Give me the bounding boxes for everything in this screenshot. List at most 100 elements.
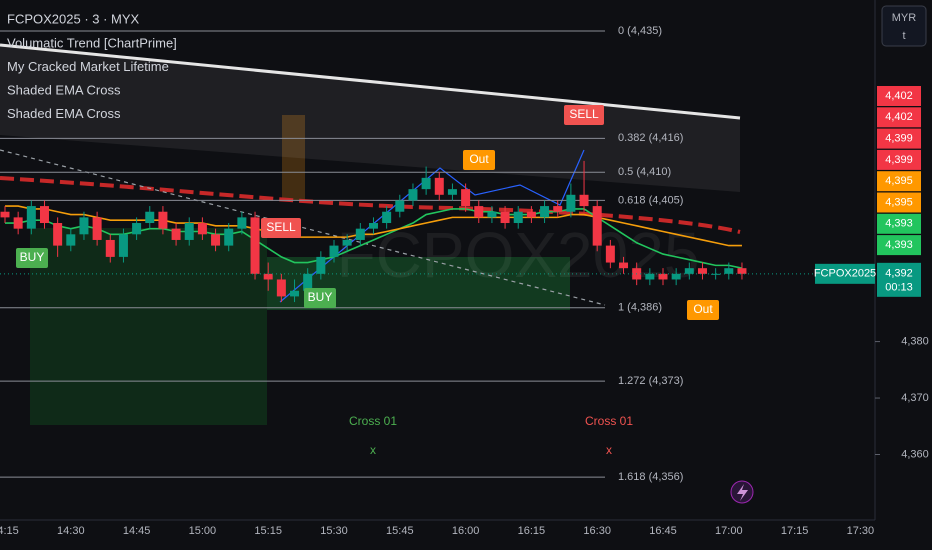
candle-body xyxy=(105,239,115,257)
candle-body xyxy=(526,211,536,218)
candle-body xyxy=(145,211,155,224)
candle-body xyxy=(645,273,655,280)
candle-body xyxy=(605,245,615,263)
candle-body xyxy=(711,273,721,275)
candle-body xyxy=(66,234,76,246)
signal-badge xyxy=(261,218,301,238)
ema-line xyxy=(5,208,743,269)
candle-body xyxy=(500,211,510,224)
y-tick-label: 4,380 xyxy=(901,335,929,347)
price-tag xyxy=(877,149,921,170)
signal-badge xyxy=(687,300,719,320)
signal-badge xyxy=(463,150,495,170)
price-tag-label: 4,402 xyxy=(885,111,913,123)
indicator-name: Shaded EMA Cross xyxy=(7,106,121,121)
price-tag xyxy=(877,235,921,256)
x-tick-label: 15:45 xyxy=(386,525,414,537)
candle-body xyxy=(368,223,378,229)
price-tag-label: 4,393 xyxy=(885,239,913,251)
signal-label: BUY xyxy=(20,250,45,264)
fib-label: 0.5 (4,410) xyxy=(618,166,671,178)
candle-body xyxy=(211,234,221,246)
candle-body xyxy=(118,234,128,257)
dashed-line xyxy=(0,149,606,306)
price-tag-label: 4,399 xyxy=(885,154,913,166)
cross-label: Cross 01 xyxy=(349,414,397,428)
last-price-tag xyxy=(877,262,921,297)
x-tick-label: 14:30 xyxy=(57,525,85,537)
fib-label: 1.618 (4,356) xyxy=(618,471,683,483)
signal-label: SELL xyxy=(569,107,599,121)
price-tag xyxy=(877,192,921,213)
indicator-name: My Cracked Market Lifetime xyxy=(7,59,169,74)
fib-label: 0 (4,435) xyxy=(618,25,662,37)
candle-body xyxy=(737,268,747,274)
fib-label: 0.618 (4,405) xyxy=(618,194,683,206)
ema-line xyxy=(5,205,742,247)
symbol-tag xyxy=(815,263,875,284)
chart-title: FCPOX2025 · 3 · MYX xyxy=(7,11,140,26)
x-tick-label: 14:15 xyxy=(0,525,19,537)
x-tick-label: 17:15 xyxy=(781,525,809,537)
candle-body xyxy=(224,228,234,246)
x-tick-label: 16:00 xyxy=(452,525,480,537)
price-tag-label: 4,395 xyxy=(885,196,913,208)
countdown: 00:13 xyxy=(885,282,913,294)
x-tick-label: 15:30 xyxy=(320,525,348,537)
candle-body xyxy=(197,223,207,235)
volume-box xyxy=(282,115,305,200)
candle-body xyxy=(408,189,418,201)
candle-body xyxy=(553,206,563,212)
fib-label: 1 (4,386) xyxy=(618,302,662,314)
candle-body xyxy=(250,217,260,274)
price-tag xyxy=(877,171,921,192)
candle-body xyxy=(303,273,313,291)
candle-body xyxy=(474,206,484,218)
price-tag xyxy=(877,86,921,106)
candle-body xyxy=(395,200,405,212)
price-tag-label: 4,393 xyxy=(885,218,913,230)
currency-sub: t xyxy=(902,30,905,42)
signal-label: SELL xyxy=(266,220,296,234)
trend-band xyxy=(0,45,740,192)
indicator-name: Volumatic Trend [ChartPrime] xyxy=(7,35,177,50)
cross-label: Cross 01 xyxy=(585,414,633,428)
candle-body xyxy=(329,245,339,257)
y-tick-label: 4,370 xyxy=(901,392,929,404)
candle-body xyxy=(92,217,102,240)
x-tick-label: 16:30 xyxy=(583,525,611,537)
candle-body xyxy=(158,211,168,229)
signal-label: BUY xyxy=(308,290,333,304)
candle-body xyxy=(276,279,286,297)
candle-body xyxy=(592,206,602,246)
indicator-name: Shaded EMA Cross xyxy=(7,82,121,97)
x-tick-label: 16:45 xyxy=(649,525,677,537)
price-tag-label: 4,399 xyxy=(885,133,913,145)
x-tick-label: 17:00 xyxy=(715,525,743,537)
candle-body xyxy=(724,268,734,274)
signal-badge xyxy=(304,288,336,308)
currency: MYR xyxy=(892,12,917,24)
last-price-label: 4,392 xyxy=(885,268,913,280)
alert-icon xyxy=(737,484,748,501)
currency-box[interactable] xyxy=(881,5,927,47)
candle-body xyxy=(540,206,550,218)
signal-label: Out xyxy=(693,302,713,316)
symbol-label: FCPOX2025 xyxy=(814,268,876,280)
candle-body xyxy=(697,268,707,274)
candle-body xyxy=(461,189,471,207)
x-tick-label: 15:00 xyxy=(189,525,217,537)
price-tag xyxy=(877,107,921,128)
candle-body xyxy=(263,273,273,280)
watermark: FCPOX2025 xyxy=(337,219,700,291)
candle-body xyxy=(184,223,194,240)
candle-body xyxy=(487,211,497,218)
fib-label: 0.382 (4,416) xyxy=(618,132,683,144)
fib-label: 1.272 (4,373) xyxy=(618,375,683,387)
price-tag-label: 4,402 xyxy=(885,90,913,102)
candle-body xyxy=(342,239,352,246)
x-tick-label: 14:45 xyxy=(123,525,151,537)
cross-mark: x xyxy=(606,443,612,457)
candle-body xyxy=(421,177,431,190)
